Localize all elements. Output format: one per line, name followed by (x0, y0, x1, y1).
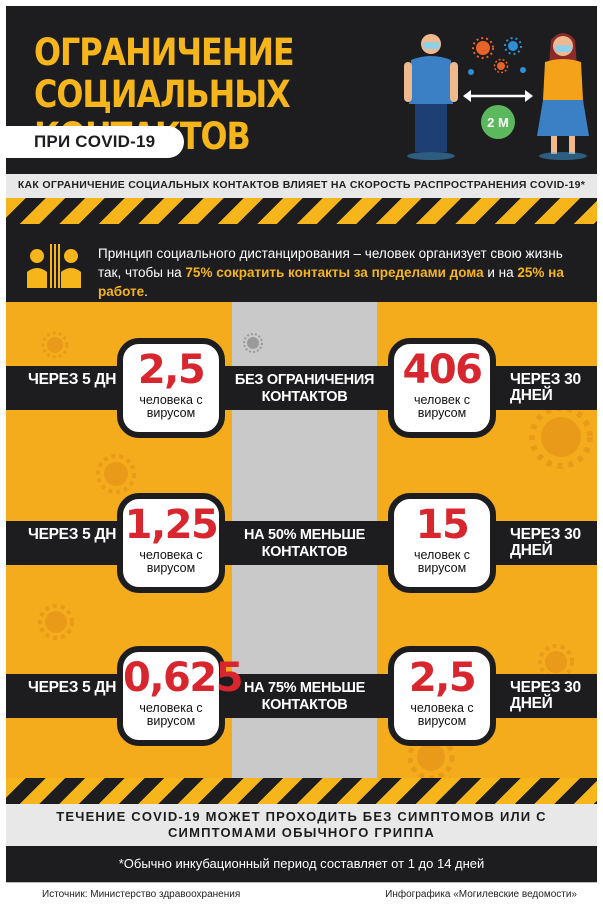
virus-icon (468, 67, 526, 75)
row-band (6, 366, 597, 410)
count-label: человека с вирусом (139, 393, 203, 420)
incubation-note: *Обычно инкубационный период составляет … (118, 856, 485, 871)
count-value: 406 (402, 347, 484, 393)
days-left: ЧЕРЕЗ 5 ДНЕЙ (28, 679, 137, 696)
note-bar: ТЕЧЕНИЕ COVID-19 МОЖЕТ ПРОХОДИТЬ БЕЗ СИМ… (6, 804, 597, 846)
scenario-label: БЕЗ ОГРАНИЧЕНИЯ КОНТАКТОВ (234, 372, 375, 405)
hazard-stripe-top (6, 198, 597, 224)
count-label: человек с вирусом (413, 548, 471, 575)
count-card-left: 1,25 человека с вирусом (117, 493, 225, 593)
distance-label: 2 М (487, 115, 509, 130)
distance-arrow-icon (463, 90, 533, 102)
count-value: 2,5 (137, 347, 206, 393)
principle-text-3: . (144, 284, 148, 299)
people-icon (27, 244, 81, 288)
woman-figure (537, 33, 589, 160)
count-label: человека с вирусом (410, 701, 474, 728)
days-right: ЧЕРЕЗ 30 ДНЕЙ (510, 679, 581, 712)
page-title: ОГРАНИЧЕНИЕ СОЦИАЛЬНЫХ КОНТАКТОВ (34, 31, 295, 158)
principle-text-1: Принцип социального дистанцирования – че… (98, 246, 563, 280)
days-left: ЧЕРЕЗ 5 ДНЕЙ (28, 371, 137, 388)
source-bar: Источник: Министерство здравоохранения И… (6, 882, 597, 906)
header: ОГРАНИЧЕНИЕ СОЦИАЛЬНЫХ КОНТАКТОВ ПРИ COV… (6, 6, 597, 174)
principle-text-2: и на (483, 265, 518, 280)
count-card-left: 0,625 человека с вирусом (117, 646, 244, 746)
symptoms-note: ТЕЧЕНИЕ COVID-19 МОЖЕТ ПРОХОДИТЬ БЕЗ СИМ… (56, 809, 547, 840)
incubation-band: *Обычно инкубационный период составляет … (6, 846, 597, 882)
principle-text: Принцип социального дистанцирования – че… (98, 244, 588, 301)
virus-icon (529, 405, 593, 469)
virus-icon (472, 37, 494, 59)
count-value: 2,5 (408, 655, 477, 701)
distance-badge (481, 105, 515, 139)
count-value: 1,25 (124, 502, 219, 548)
scenario-label: НА 75% МЕНЬШЕ КОНТАКТОВ (243, 680, 365, 713)
days-right: ЧЕРЕЗ 30 ДНЕЙ (510, 371, 581, 404)
people-distance-illustration: 2 М (404, 33, 589, 160)
count-card-right: 406 человек с вирусом (388, 338, 496, 438)
comparison-section: ЧЕРЕЗ 5 ДНЕЙ 2,5 человека с вирусом БЕЗ … (6, 302, 597, 784)
virus-icon (96, 454, 136, 494)
source-text: Источник: Министерство здравоохранения (42, 889, 241, 900)
virus-icon (243, 333, 263, 353)
count-label: человека с вирусом (139, 548, 203, 575)
count-label: человека с вирусом (139, 701, 203, 728)
count-card-left: 2,5 человека с вирусом (117, 338, 225, 438)
question-text: КАК ОГРАНИЧЕНИЕ СОЦИАЛЬНЫХ КОНТАКТОВ ВЛИ… (17, 179, 586, 191)
subtitle-pill: ПРИ COVID-19 (6, 126, 184, 158)
principle-highlight-2: 25% на работе (98, 265, 564, 299)
count-card-right: 15 человек с вирусом (388, 493, 496, 593)
virus-icon (504, 37, 522, 55)
virus-icon (38, 604, 74, 640)
count-card-right: 2,5 человека с вирусом (388, 646, 496, 746)
principle-band: Принцип социального дистанцирования – че… (6, 224, 597, 302)
count-label: человек с вирусом (413, 393, 471, 420)
principle-highlight-1: 75% сократить контакты за пределами дома (185, 265, 484, 280)
count-value: 15 (415, 502, 470, 548)
scenario-label: НА 50% МЕНЬШЕ КОНТАКТОВ (243, 527, 365, 560)
row-band (6, 674, 597, 718)
days-left: ЧЕРЕЗ 5 ДНЕЙ (28, 526, 137, 543)
hazard-stripe-bottom (6, 778, 597, 804)
count-value: 0,625 (123, 655, 244, 701)
question-bar: КАК ОГРАНИЧЕНИЕ СОЦИАЛЬНЫХ КОНТАКТОВ ВЛИ… (6, 174, 597, 198)
credit-text: Инфографика «Могилевские ведомости» (385, 889, 577, 900)
row-band (6, 521, 597, 565)
days-right: ЧЕРЕЗ 30 ДНЕЙ (510, 526, 581, 559)
virus-icon (493, 58, 509, 74)
man-figure (404, 34, 458, 160)
virus-icon (41, 331, 69, 359)
page-subtitle: ПРИ COVID-19 (34, 132, 156, 151)
